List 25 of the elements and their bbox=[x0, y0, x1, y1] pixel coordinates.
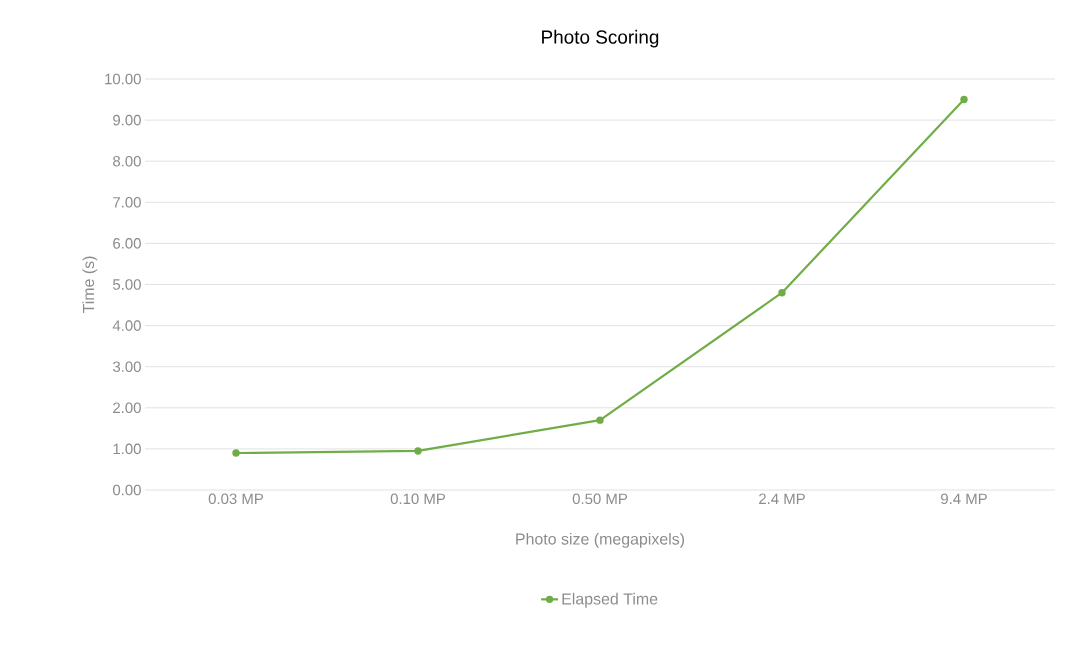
x-tick-label: 2.4 MP bbox=[759, 493, 805, 504]
y-tick-label: 8.00 bbox=[113, 155, 141, 167]
y-tick-label: 2.00 bbox=[113, 402, 141, 414]
y-tick-label: 1.00 bbox=[113, 443, 141, 455]
y-tick-label: 7.00 bbox=[113, 197, 141, 208]
point bbox=[596, 416, 604, 424]
x-tick-label: 0.03 MP bbox=[208, 493, 264, 505]
x-axis-title: Photo size (megapixels) bbox=[516, 532, 685, 548]
x-tick-label: 9.4 MP bbox=[941, 493, 987, 505]
x-tick-label: 0.10 MP bbox=[390, 493, 446, 505]
y-tick-label: 0.00 bbox=[112, 484, 141, 496]
legend-label: Elapsed Time bbox=[562, 592, 658, 608]
y-axis-title: Time (s) bbox=[82, 256, 98, 314]
point bbox=[414, 447, 422, 455]
y-tick-label: 10.00 bbox=[105, 73, 141, 85]
y-tick-label: 3.00 bbox=[112, 361, 141, 372]
point bbox=[232, 449, 240, 457]
point bbox=[778, 289, 786, 297]
y-tick-label: 4.00 bbox=[112, 320, 141, 331]
y-tick-label: 6.00 bbox=[113, 238, 141, 249]
y-tick-label: 5.00 bbox=[112, 279, 141, 290]
y-tick-label: 9.00 bbox=[113, 114, 141, 126]
chart-title: Photo Scoring bbox=[542, 29, 659, 48]
point bbox=[960, 95, 968, 104]
x-tick-label: 0.50 MP bbox=[572, 493, 628, 505]
